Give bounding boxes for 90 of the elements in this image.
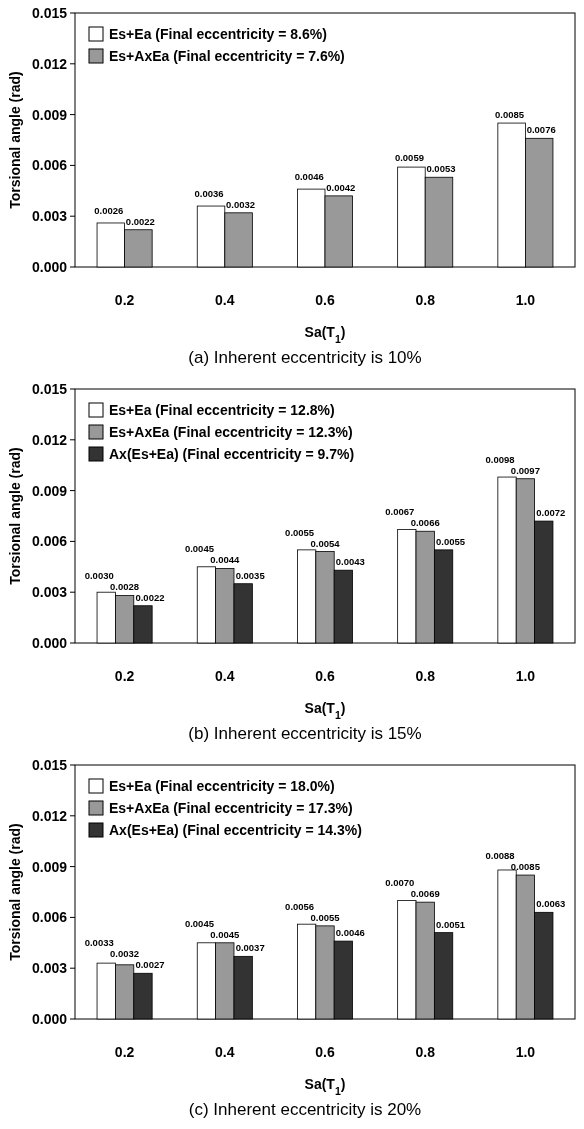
data-label: 0.0054 [310, 537, 341, 549]
data-label: 0.0042 [326, 181, 356, 193]
data-label: 0.0097 [510, 464, 540, 476]
data-label: 0.0045 [210, 928, 241, 940]
data-label: 0.0072 [536, 507, 566, 519]
y-tick-label: 0.006 [31, 533, 68, 550]
legend-label: Ax(Es+Ea) (Final eccentricity = 9.7%) [109, 446, 355, 462]
data-label: 0.0030 [84, 569, 114, 581]
y-tick-label: 0.009 [31, 106, 68, 123]
data-label: 0.0063 [536, 898, 566, 910]
data-label: 0.0046 [335, 927, 365, 939]
y-tick-label: 0.012 [31, 55, 68, 72]
x-tick-label: 0.6 [315, 668, 335, 684]
text: (c) Inherent eccentricity is 20% [188, 1100, 422, 1119]
data-label: 0.0055 [310, 911, 341, 923]
data-label: 0.0045 [184, 543, 215, 555]
data-label: 0.0055 [285, 526, 315, 538]
y-tick-label: 0.000 [31, 258, 68, 275]
x-tick-label: 1.0 [515, 292, 536, 308]
x-tick-label: 0.2 [114, 292, 135, 308]
y-tick-label: 0.000 [31, 634, 68, 651]
data-label: 0.0051 [436, 918, 466, 930]
text: (a) Inherent eccentricity is 10% [188, 348, 422, 367]
data-label: 0.0046 [294, 170, 324, 182]
data-label: 0.0085 [510, 861, 541, 873]
y-tick-label: 0.012 [31, 807, 68, 824]
data-label: 0.0070 [385, 877, 415, 889]
y-tick-label: 0.006 [31, 157, 68, 174]
y-tick-label: 0.003 [31, 960, 68, 977]
y-tick-label: 0.000 [31, 1010, 68, 1027]
y-tick-label: 0.015 [31, 756, 68, 773]
legend-label: Es+Ea (Final eccentricity = 12.8%) [109, 402, 335, 418]
data-label: 0.0022 [125, 215, 155, 227]
x-tick-label: 1.0 [515, 1044, 536, 1060]
y-tick-label: 0.015 [31, 4, 68, 21]
x-tick-label: 0.4 [215, 1044, 235, 1060]
x-tick-label: 0.6 [315, 292, 335, 308]
legend-label: Es+Ea (Final eccentricity = 8.6%) [109, 26, 327, 42]
data-label: 0.0032 [110, 948, 140, 960]
x-tick-label: 0.4 [215, 668, 235, 684]
y-tick-label: 0.009 [31, 482, 68, 499]
y-tick-label: 0.012 [31, 431, 68, 448]
x-tick-label: 0.8 [415, 292, 436, 308]
data-label: 0.0033 [84, 937, 114, 949]
legend-label: Es+AxEa (Final eccentricity = 17.3%) [109, 800, 353, 816]
x-axis-title: Sa(T$_{1}$) [304, 1076, 346, 1097]
data-label: 0.0055 [436, 535, 466, 547]
y-tick-label: 0.015 [31, 380, 68, 397]
y-tick-label: 0.006 [31, 909, 68, 926]
x-tick-label: 1.0 [515, 668, 536, 684]
text: (b) Inherent eccentricity is 15% [188, 724, 422, 743]
data-label: 0.0043 [335, 556, 365, 568]
data-label: 0.0027 [135, 959, 165, 971]
x-tick-label: 0.2 [114, 1044, 135, 1060]
data-label: 0.0028 [110, 580, 140, 592]
data-label: 0.0037 [235, 942, 265, 954]
data-label: 0.0053 [426, 163, 456, 175]
y-tick-label: 0.003 [31, 208, 68, 225]
legend-label: Ax(Es+Ea) (Final eccentricity = 14.3%) [109, 822, 362, 838]
y-axis-title: Torsional angle (rad) [7, 823, 23, 961]
data-label: 0.0085 [495, 109, 525, 121]
y-tick-label: 0.009 [31, 858, 68, 875]
data-label: 0.0088 [485, 850, 515, 862]
data-label: 0.0066 [410, 517, 440, 529]
data-label: 0.0059 [394, 152, 424, 164]
data-label: 0.0045 [184, 917, 215, 929]
x-tick-label: 0.4 [215, 292, 235, 308]
data-label: 0.0035 [235, 569, 266, 581]
x-tick-label: 0.6 [315, 1044, 335, 1060]
x-tick-label: 0.2 [114, 668, 135, 684]
legend-label: Es+AxEa (Final eccentricity = 12.3%) [109, 424, 353, 440]
data-label: 0.0056 [285, 900, 315, 912]
y-axis-title: Torsional angle (rad) [7, 71, 23, 209]
data-label: 0.0026 [94, 204, 124, 216]
x-axis-title: Sa(T$_{1}$) [304, 324, 346, 345]
data-label: 0.0022 [135, 591, 165, 603]
data-label: 0.0044 [210, 554, 241, 566]
data-label: 0.0098 [485, 453, 515, 465]
data-label: 0.0076 [526, 124, 556, 136]
data-label: 0.0067 [385, 506, 415, 518]
data-label: 0.0069 [410, 888, 440, 900]
y-axis-title: Torsional angle (rad) [7, 447, 23, 585]
x-tick-label: 0.8 [415, 1044, 436, 1060]
data-label: 0.0036 [194, 187, 224, 199]
legend-label: Es+Ea (Final eccentricity = 18.0%) [109, 778, 335, 794]
x-axis-title: Sa(T$_{1}$) [304, 700, 346, 721]
x-tick-label: 0.8 [415, 668, 436, 684]
data-label: 0.0032 [226, 198, 256, 210]
y-tick-label: 0.003 [31, 584, 68, 601]
legend-label: Es+AxEa (Final eccentricity = 7.6%) [109, 48, 345, 64]
